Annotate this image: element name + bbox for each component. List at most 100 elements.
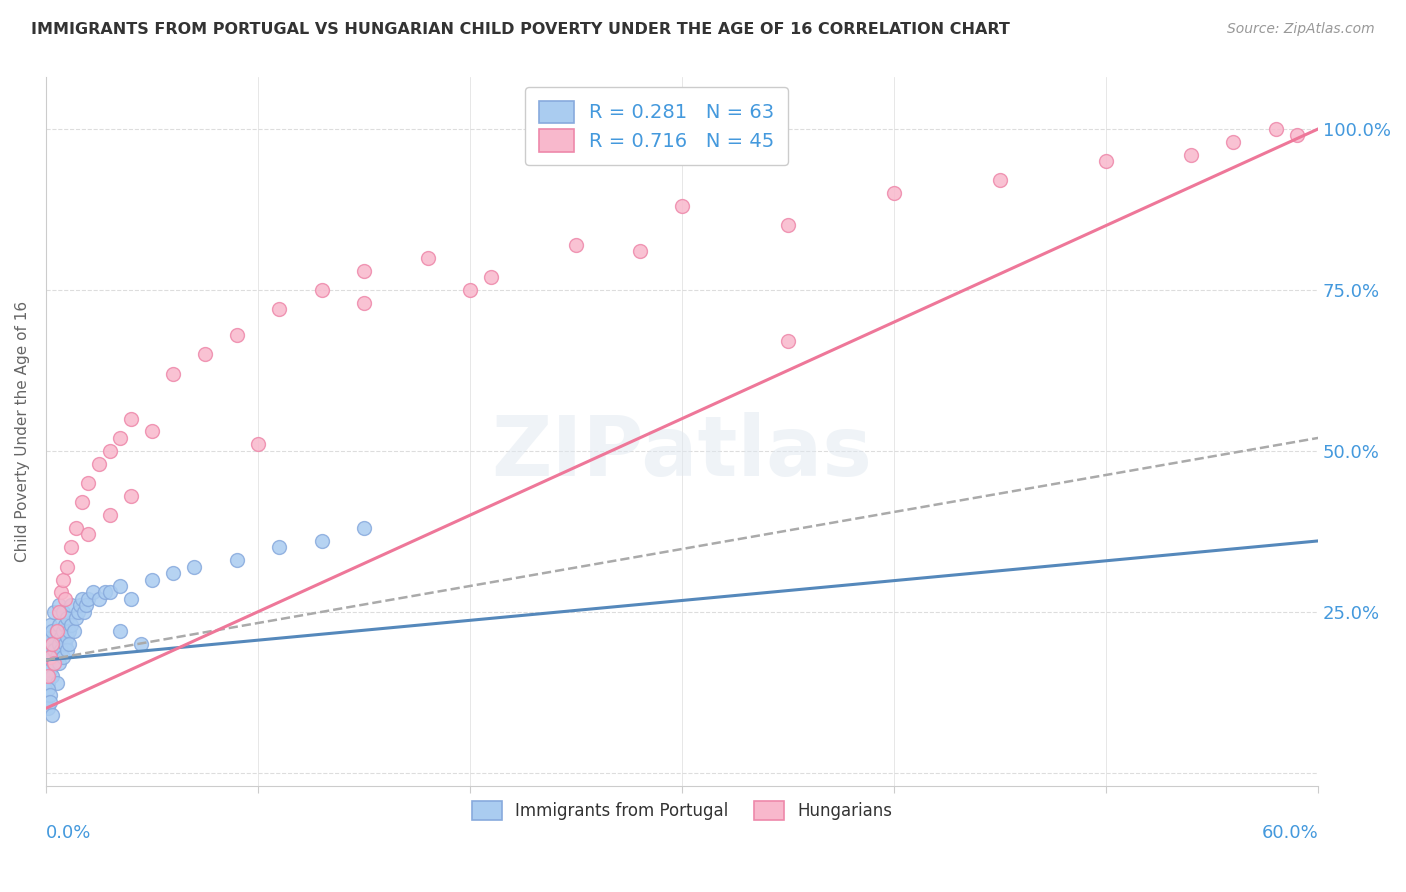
Point [162,566,184,581]
Point [56,631,79,645]
Point [416,251,439,265]
Point [70,495,93,509]
Point [41,637,63,651]
Point [353,521,375,535]
Point [37,701,59,715]
Point [988,173,1011,187]
Point [39,689,62,703]
Point [479,270,502,285]
Point [269,302,291,317]
Point [225,553,247,567]
Point [108,579,131,593]
Text: ZIPatlas: ZIPatlas [492,412,873,493]
Point [671,199,693,213]
Point [37,675,59,690]
Point [62,624,84,638]
Point [69,599,91,613]
Point [49,643,72,657]
Point [162,367,184,381]
Text: 0.0%: 0.0% [46,824,91,842]
Point [77,527,100,541]
Point [45,649,67,664]
Point [1264,122,1286,136]
Point [778,334,800,349]
Point [45,675,67,690]
Point [44,643,66,657]
Point [52,605,75,619]
Point [48,637,70,651]
Point [353,295,375,310]
Point [246,437,269,451]
Point [39,617,62,632]
Point [353,263,375,277]
Text: 60.0%: 60.0% [1261,824,1319,842]
Point [41,707,63,722]
Y-axis label: Child Poverty Under the Age of 16: Child Poverty Under the Age of 16 [15,301,30,562]
Point [39,631,62,645]
Point [41,649,63,664]
Point [39,695,62,709]
Point [1222,135,1244,149]
Point [311,533,333,548]
Point [49,585,72,599]
Point [1095,154,1118,169]
Text: IMMIGRANTS FROM PORTUGAL VS HUNGARIAN CHILD POVERTY UNDER THE AGE OF 16 CORRELAT: IMMIGRANTS FROM PORTUGAL VS HUNGARIAN CH… [31,22,1010,37]
Point [141,425,163,439]
Point [56,611,79,625]
Point [37,681,59,696]
Point [65,521,87,535]
Point [44,657,66,671]
Point [37,669,59,683]
Point [56,559,79,574]
Point [120,411,142,425]
Point [120,489,142,503]
Point [98,443,121,458]
Point [141,573,163,587]
Point [60,617,83,632]
Point [225,327,247,342]
Point [41,637,63,651]
Point [58,624,80,638]
Point [98,508,121,523]
Point [458,283,481,297]
Point [183,559,205,574]
Point [77,475,100,490]
Legend: Immigrants from Portugal, Hungarians: Immigrants from Portugal, Hungarians [465,794,898,827]
Point [39,643,62,657]
Point [39,649,62,664]
Point [131,637,153,651]
Point [82,585,104,599]
Point [194,347,217,361]
Point [108,624,131,638]
Point [56,643,79,657]
Point [66,605,89,619]
Point [39,663,62,677]
Point [53,591,76,606]
Point [778,219,800,233]
Point [87,457,110,471]
Point [41,624,63,638]
Point [37,657,59,671]
Point [60,541,83,555]
Point [48,599,70,613]
Point [44,605,66,619]
Point [65,611,87,625]
Point [45,624,67,638]
Point [1180,147,1202,161]
Point [628,244,651,259]
Point [49,631,72,645]
Point [311,283,333,297]
Point [108,431,131,445]
Text: Source: ZipAtlas.com: Source: ZipAtlas.com [1227,22,1375,37]
Point [41,669,63,683]
Point [44,657,66,671]
Point [565,237,588,252]
Point [77,591,100,606]
Point [48,657,70,671]
Point [52,573,75,587]
Point [70,591,93,606]
Point [73,605,96,619]
Point [53,637,76,651]
Point [269,541,291,555]
Point [45,624,67,638]
